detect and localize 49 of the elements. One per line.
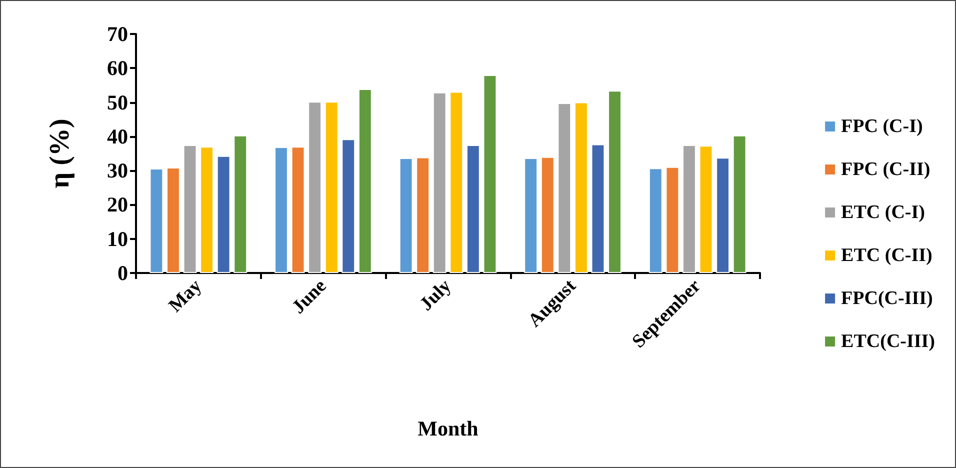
bar bbox=[483, 74, 497, 273]
legend-label: FPC (C-II) bbox=[841, 159, 930, 180]
bar bbox=[216, 156, 230, 273]
bar bbox=[682, 144, 696, 273]
bar bbox=[183, 144, 197, 273]
bar bbox=[274, 147, 288, 273]
bar bbox=[150, 168, 164, 273]
bar bbox=[432, 92, 446, 273]
y-tick-label: 0 bbox=[118, 261, 128, 285]
bar bbox=[540, 156, 554, 273]
bar bbox=[666, 166, 680, 273]
bar bbox=[358, 88, 372, 273]
legend-label: ETC (C-II) bbox=[841, 245, 932, 266]
bar bbox=[524, 158, 538, 273]
y-tick-label: 10 bbox=[107, 226, 128, 251]
legend-label: FPC (C-I) bbox=[841, 116, 923, 137]
bar bbox=[399, 158, 413, 273]
x-tick-label: July bbox=[416, 275, 456, 316]
bar bbox=[450, 92, 464, 273]
bar bbox=[291, 146, 305, 273]
bar bbox=[200, 146, 214, 273]
bar bbox=[416, 157, 430, 273]
bar bbox=[324, 102, 338, 273]
legend-label: ETC(C-III) bbox=[841, 331, 935, 352]
bar bbox=[308, 102, 322, 273]
legend-label: ETC (C-I) bbox=[841, 202, 925, 223]
x-tick-label: May bbox=[164, 275, 206, 317]
bar bbox=[234, 135, 248, 273]
x-axis-title: Month bbox=[418, 416, 479, 440]
legend-label: FPC(C-III) bbox=[841, 288, 933, 309]
bar bbox=[648, 168, 662, 273]
bar bbox=[574, 102, 588, 273]
bar bbox=[699, 146, 713, 273]
x-tick-label: June bbox=[288, 276, 331, 318]
y-tick-label: 60 bbox=[107, 56, 128, 80]
y-tick-label: 50 bbox=[107, 90, 128, 114]
bar bbox=[591, 144, 605, 273]
bar bbox=[166, 168, 180, 273]
y-tick-label: 70 bbox=[107, 22, 128, 46]
y-tick-label: 20 bbox=[107, 192, 128, 217]
y-axis-title: η (%) bbox=[44, 118, 76, 188]
bar bbox=[466, 144, 480, 273]
y-tick-label: 40 bbox=[107, 124, 128, 148]
bar bbox=[608, 90, 622, 273]
bar bbox=[342, 139, 356, 273]
bar bbox=[716, 158, 730, 273]
y-tick-label: 30 bbox=[107, 158, 128, 183]
bar bbox=[732, 135, 746, 273]
bar bbox=[558, 102, 572, 273]
